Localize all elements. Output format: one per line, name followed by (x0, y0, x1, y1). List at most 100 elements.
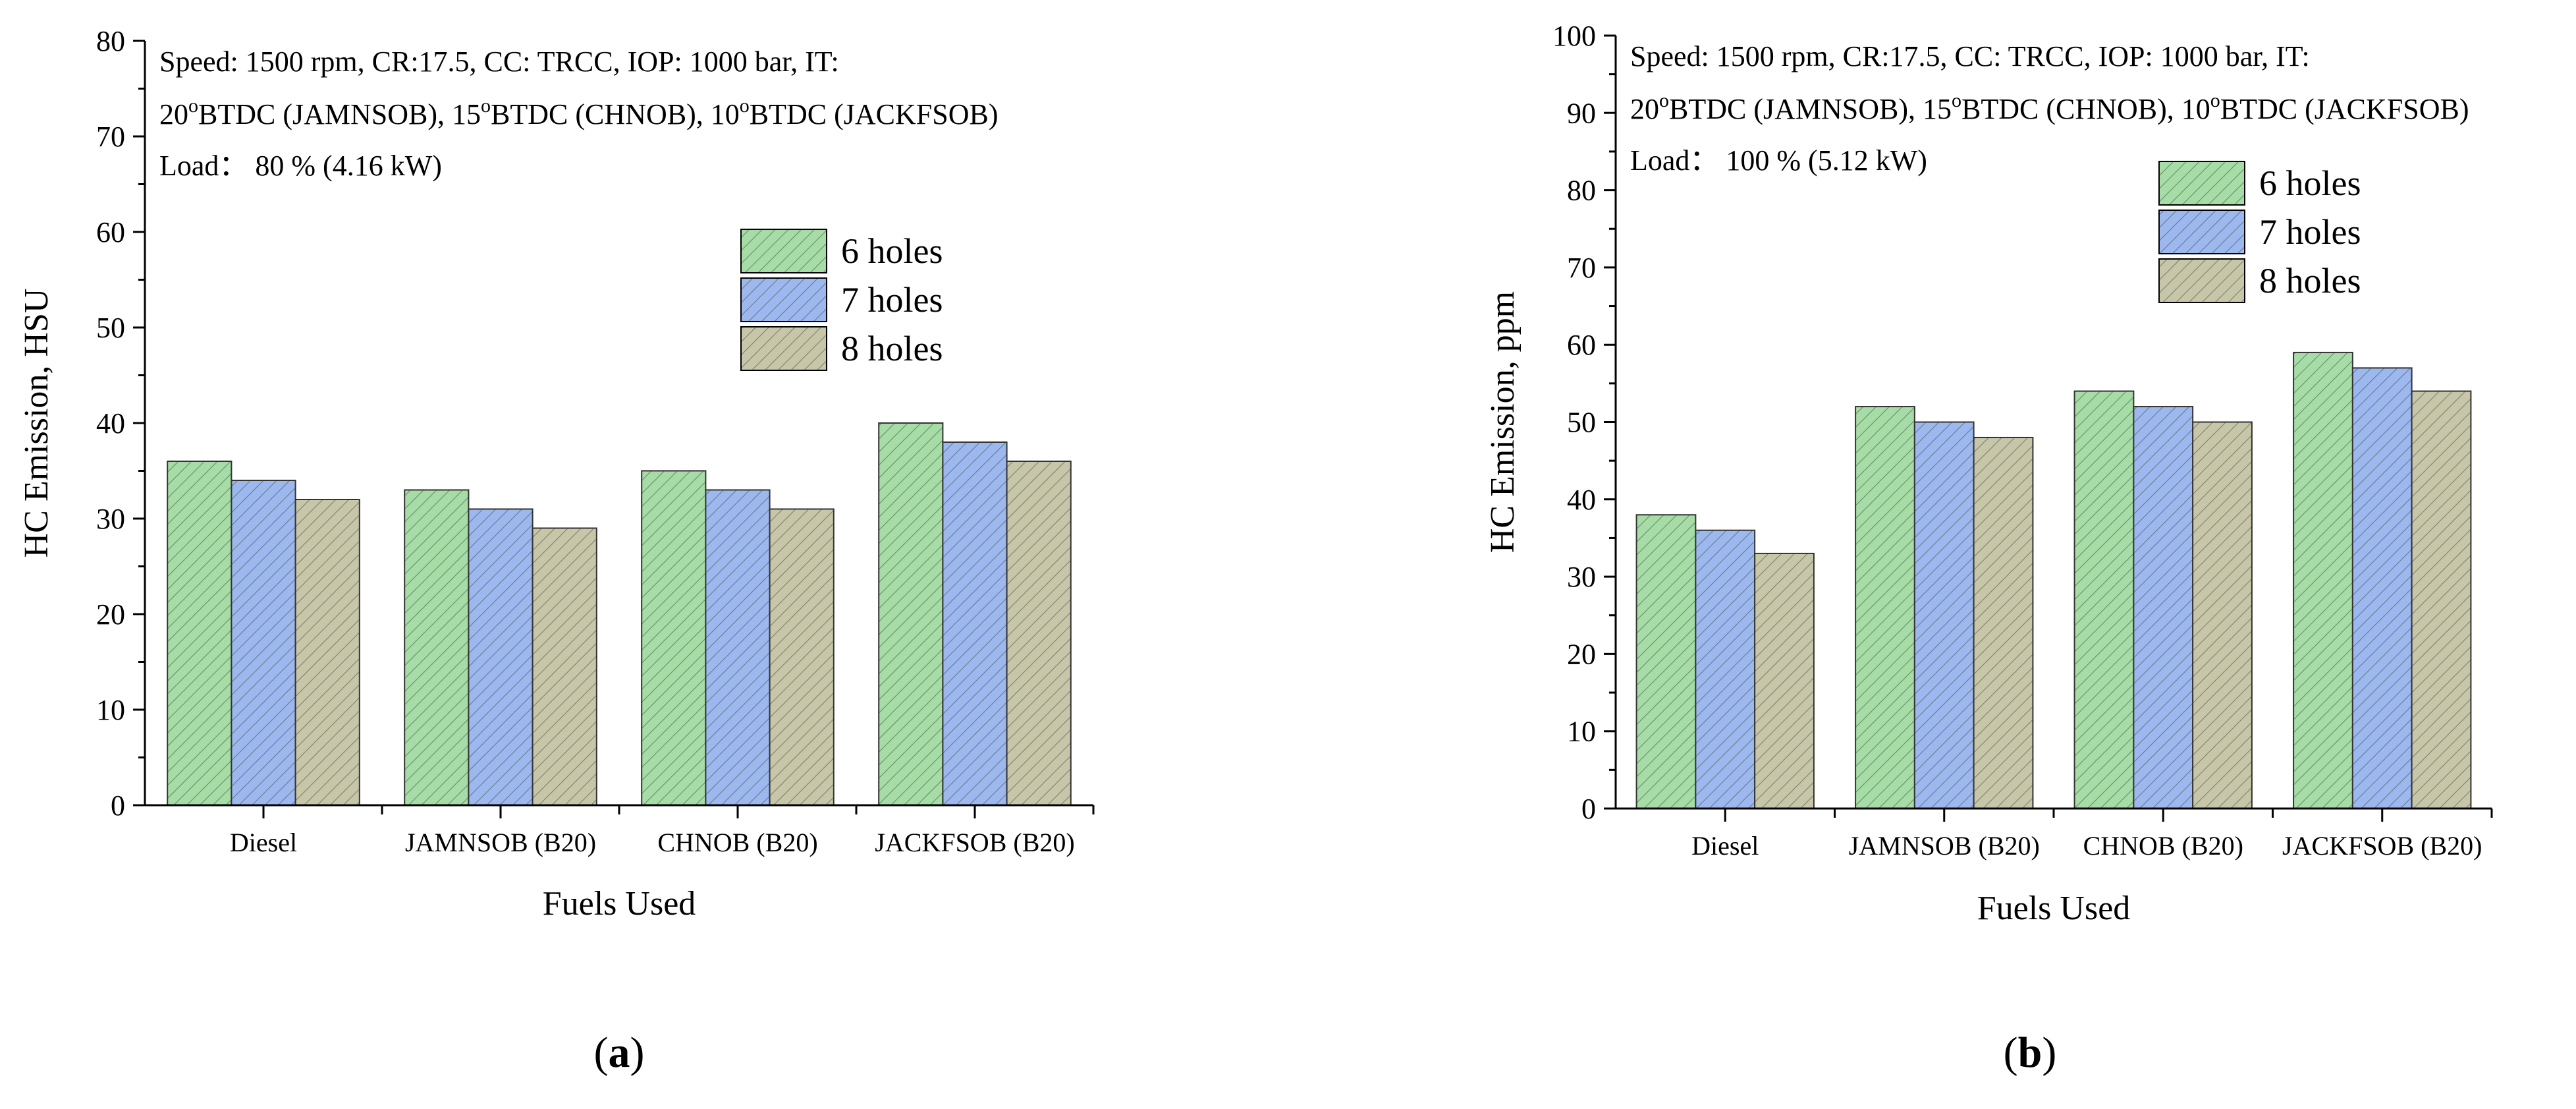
x-tick-label-diesel: Diesel (230, 828, 297, 857)
bar-diesel-8-holes-hatch (294, 499, 360, 806)
y-tick-label-20: 20 (1567, 638, 1596, 670)
annotation-line-1: Speed: 1500 rpm, CR:17.5, CC: TRCC, IOP:… (1630, 40, 2310, 72)
y-tick-label-20: 20 (96, 598, 125, 631)
y-tick-label-0: 0 (111, 789, 125, 822)
bar-diesel-6-holes-hatch (167, 461, 233, 806)
bar-jamnsob-b20-6-holes-hatch (404, 489, 470, 806)
x-tick-label-chnob-b20: CHNOB (B20) (657, 828, 817, 857)
legend-7-holes-label: 7 holes (2259, 212, 2361, 252)
bar-jamnsob-b20-7-holes-hatch (1913, 421, 1975, 809)
bar-diesel-7-holes (1695, 529, 1756, 809)
bar-diesel-8-holes-hatch (1754, 552, 1815, 809)
chart-panel-a: 0 10 20 30 40 50 60 70 80 Diesel JAMNSOB (B20) CHNO… (18, 25, 1095, 923)
bar-jamnsob-b20-6-holes (404, 489, 470, 806)
y-tick-label-60: 60 (1567, 329, 1596, 361)
bar-jamnsob-b20-7-holes (1913, 421, 1975, 809)
y-tick-label-40: 40 (96, 407, 125, 440)
y-tick-label-40: 40 (1567, 484, 1596, 516)
bar-diesel-7-holes (231, 480, 296, 806)
annotation-line-1: Speed: 1500 rpm, CR:17.5, CC: TRCC, IOP:… (159, 45, 839, 78)
x-tick-label-diesel: Diesel (1691, 831, 1759, 861)
annotation-line-2: 20oBTDC (JAMNSOB), 15oBTDC (CHNOB), 10oB… (1630, 90, 2469, 125)
panel-label-a: (a) (593, 1029, 645, 1077)
y-tick-label-80: 80 (1567, 175, 1596, 207)
bar-diesel-6-holes (167, 461, 233, 806)
bar-chnob-b20-6-holes-hatch (641, 470, 707, 806)
bar-chnob-b20-6-holes (641, 470, 707, 806)
bar-chnob-b20-8-holes (2192, 421, 2253, 809)
x-axis-title: Fuels Used (1977, 890, 2131, 927)
legend-7-holes-swatch-hatch (2158, 210, 2245, 254)
bar-chnob-b20-8-holes-hatch (2192, 421, 2253, 809)
bar-chnob-b20-7-holes (2133, 406, 2194, 809)
bar-jackfsob-b20-7-holes (942, 441, 1008, 806)
bar-jamnsob-b20-8-holes (1973, 436, 2034, 809)
y-tick-label-10: 10 (96, 694, 125, 726)
bar-jamnsob-b20-8-holes-hatch (1973, 436, 2034, 809)
bar-chnob-b20-7-holes-hatch (2133, 406, 2194, 809)
bar-jackfsob-b20-6-holes (878, 422, 944, 806)
bar-jamnsob-b20-7-holes-hatch (468, 508, 534, 806)
bar-chnob-b20-6-holes-hatch (2073, 390, 2135, 809)
bar-diesel-8-holes (1754, 552, 1815, 809)
y-tick-label-30: 30 (96, 503, 125, 535)
annotation-line-3: Load： 80 % (4.16 kW) (159, 150, 442, 182)
legend-8-holes-label: 8 holes (841, 329, 943, 368)
x-tick-label-jamnsob-b20: JAMNSOB (B20) (1849, 831, 2040, 861)
bar-diesel-7-holes-hatch (231, 480, 296, 806)
x-tick-label-chnob-b20: CHNOB (B20) (2083, 831, 2243, 861)
legend-7-holes-swatch-hatch (740, 277, 827, 322)
y-tick-label-70: 70 (96, 121, 125, 153)
legend-6-holes-label: 6 holes (2259, 163, 2361, 203)
bar-jamnsob-b20-7-holes (468, 508, 534, 806)
legend-8-holes-label: 8 holes (2259, 261, 2361, 300)
y-tick-label-50: 50 (96, 312, 125, 344)
bar-chnob-b20-8-holes-hatch (769, 508, 835, 806)
y-tick-label-70: 70 (1567, 252, 1596, 284)
bar-jackfsob-b20-8-holes (1006, 461, 1072, 806)
x-tick-label-jackfsob-b20: JACKFSOB (B20) (2282, 831, 2482, 861)
y-tick-label-10: 10 (1567, 716, 1596, 748)
bar-jackfsob-b20-8-holes (2411, 390, 2472, 809)
annotation-line-3: Load： 100 % (5.12 kW) (1630, 144, 1927, 177)
bar-chnob-b20-8-holes (769, 508, 835, 806)
y-axis-title: HC Emission, ppm (1484, 291, 1521, 553)
y-tick-label-90: 90 (1567, 97, 1596, 129)
y-tick-label-80: 80 (96, 25, 125, 57)
legend-8-holes-swatch-hatch (740, 326, 827, 371)
legend: 6 holes 7 holes 8 holes (2158, 161, 2361, 303)
bar-jackfsob-b20-7-holes-hatch (2351, 367, 2413, 809)
y-tick-label-30: 30 (1567, 561, 1596, 593)
bar-chnob-b20-7-holes-hatch (705, 489, 771, 806)
y-tick-label-50: 50 (1567, 407, 1596, 439)
legend: 6 holes 7 holes 8 holes (740, 229, 943, 371)
x-tick-label-jamnsob-b20: JAMNSOB (B20) (405, 828, 596, 857)
bar-jamnsob-b20-8-holes-hatch (532, 527, 597, 806)
bar-jackfsob-b20-6-holes-hatch (878, 422, 944, 806)
panel-label-b: (b) (2003, 1029, 2057, 1077)
legend-6-holes-swatch-hatch (740, 229, 827, 273)
legend-6-holes-label: 6 holes (841, 231, 943, 271)
y-axis-title: HC Emission, HSU (18, 289, 55, 558)
bar-jamnsob-b20-8-holes (532, 527, 597, 806)
bar-jamnsob-b20-6-holes (1855, 406, 1915, 809)
y-tick-label-60: 60 (96, 216, 125, 248)
bar-jackfsob-b20-6-holes (2293, 351, 2353, 809)
bar-diesel-8-holes (294, 499, 360, 806)
legend-6-holes-swatch-hatch (2158, 161, 2245, 206)
bar-jackfsob-b20-8-holes-hatch (1006, 461, 1072, 806)
bar-jackfsob-b20-6-holes-hatch (2293, 351, 2353, 809)
bar-jamnsob-b20-6-holes-hatch (1855, 406, 1915, 809)
bar-diesel-6-holes-hatch (1635, 514, 1697, 809)
y-tick-label-0: 0 (1581, 793, 1596, 825)
x-tick-label-jackfsob-b20: JACKFSOB (B20) (875, 828, 1074, 857)
bar-jackfsob-b20-7-holes-hatch (942, 441, 1008, 806)
legend-8-holes-swatch-hatch (2158, 258, 2245, 303)
annotation-line-2: 20oBTDC (JAMNSOB), 15oBTDC (CHNOB), 10oB… (159, 95, 998, 130)
bar-chnob-b20-6-holes (2073, 390, 2135, 809)
bar-jackfsob-b20-8-holes-hatch (2411, 390, 2472, 809)
bar-diesel-7-holes-hatch (1695, 529, 1756, 809)
y-tick-label-100: 100 (1552, 20, 1596, 52)
bar-diesel-6-holes (1635, 514, 1697, 809)
x-axis-title: Fuels Used (543, 885, 696, 923)
